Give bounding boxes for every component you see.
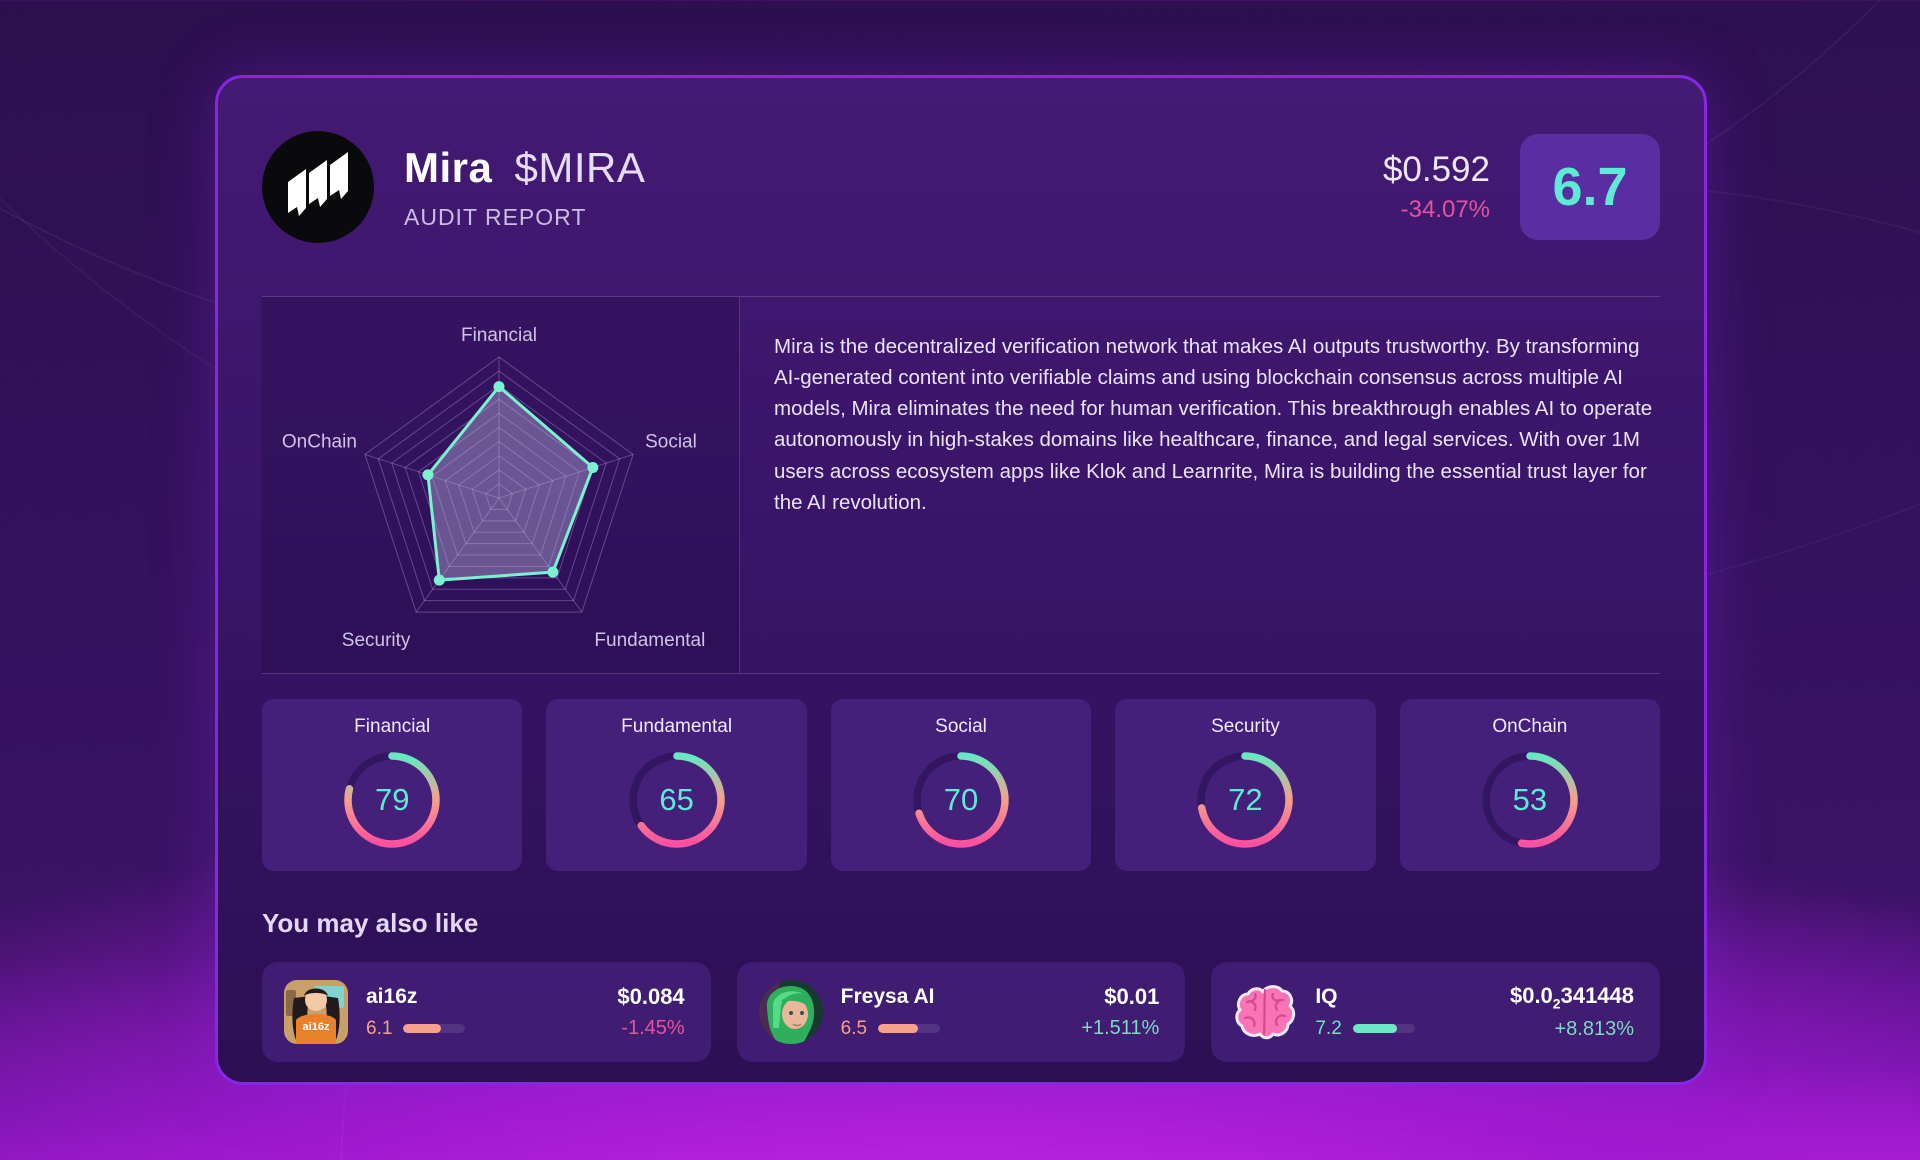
also-like-heading: You may also like	[262, 908, 479, 938]
rec-price: $0.01	[1104, 984, 1160, 1009]
score-value: 79	[374, 782, 410, 817]
svg-text:Financial: Financial	[461, 325, 537, 346]
rec-price: $0.084	[617, 984, 685, 1009]
title-block: Mira $MIRA AUDIT REPORT	[404, 144, 645, 231]
rec-name: ai16z	[366, 984, 418, 1008]
project-description: Mira is the decentralized verification n…	[774, 335, 1653, 514]
score-card-social: Social 70	[830, 699, 1092, 871]
rec-score: 6.5	[840, 1017, 868, 1039]
divider	[739, 297, 740, 673]
score-value: 65	[659, 782, 694, 817]
score-value: 72	[1228, 782, 1263, 817]
ai16z-avatar: ai16z	[284, 980, 348, 1044]
rec-change: +1.511%	[1081, 1017, 1160, 1039]
score-gauge: 65	[624, 747, 730, 853]
token-price-change: -34.07%	[1400, 196, 1490, 223]
svg-text:OnChain: OnChain	[282, 431, 357, 452]
rec-change: +8.813%	[1554, 1018, 1635, 1041]
score-card-financial: Financial 79	[262, 699, 523, 871]
token-name: Mira	[404, 143, 493, 191]
score-gauge: 72	[1192, 747, 1298, 853]
svg-text:Social: Social	[645, 431, 697, 452]
category-scores-row: Financial 79 Fundamental 65 Social 70 Se…	[262, 699, 1661, 871]
rec-score-row: 6.1	[366, 1017, 466, 1040]
rec-info: ai16z 6.1	[366, 984, 466, 1040]
score-card-title: Social	[935, 716, 987, 737]
rec-score-row: 7.2	[1315, 1017, 1415, 1040]
rec-price: $0.02341448	[1509, 982, 1635, 1012]
rec-change: -1.45%	[621, 1017, 685, 1039]
mira-logo-icon	[262, 131, 374, 243]
rec-score-bar	[878, 1024, 941, 1033]
rec-score-row: 6.5	[840, 1017, 941, 1040]
rec-score: 6.1	[366, 1017, 393, 1039]
token-title: Mira $MIRA	[404, 144, 645, 192]
recommendations-row: ai16z ai16z 6.1 $0.084 -1.45%	[262, 962, 1661, 1062]
rec-card-iq[interactable]: IQ 7.2 $0.02341448 +8.813%	[1211, 962, 1661, 1062]
freysa-avatar	[758, 980, 823, 1044]
score-value: 53	[1512, 782, 1548, 817]
score-gauge: 70	[908, 747, 1014, 853]
score-value: 70	[943, 782, 979, 817]
score-gauge: 53	[1477, 747, 1583, 853]
svg-text:Fundamental: Fundamental	[594, 630, 705, 651]
score-card-fundamental: Fundamental 65	[546, 699, 807, 871]
rec-info: IQ 7.2	[1315, 984, 1415, 1040]
score-gauge: 79	[339, 747, 445, 853]
header-right: $0.592 -34.07% 6.7	[1383, 134, 1660, 240]
radar-chart-svg: Financial Social Fundamental Security OnChai…	[282, 325, 705, 651]
score-card-title: Security	[1211, 716, 1280, 737]
token-symbol: $MIRA	[514, 143, 646, 191]
rec-card-ai16z[interactable]: ai16z ai16z 6.1 $0.084 -1.45%	[262, 962, 711, 1062]
mira-ribbons-icon	[288, 152, 348, 216]
rec-price-block: $0.02341448 +8.813%	[1510, 983, 1634, 1041]
description-box: Mira is the decentralized verification n…	[740, 297, 1660, 673]
rec-info: Freysa AI 6.5	[840, 984, 941, 1040]
rec-score: 7.2	[1315, 1017, 1342, 1039]
svg-text:ai16z: ai16z	[303, 1021, 330, 1033]
score-card-title: Financial	[354, 716, 431, 737]
rec-price-block: $0.01 +1.511%	[1081, 984, 1159, 1040]
svg-text:Security: Security	[342, 630, 411, 651]
price-block: $0.592 -34.07%	[1383, 150, 1490, 224]
audit-report-card: Mira $MIRA AUDIT REPORT $0.592 -34.07% 6…	[215, 75, 1707, 1085]
rec-card-freysa-ai[interactable]: Freysa AI 6.5 $0.01 +1.511%	[736, 962, 1186, 1062]
report-header: Mira $MIRA AUDIT REPORT $0.592 -34.07% 6…	[262, 78, 1660, 296]
score-card-onchain: OnChain 53	[1399, 699, 1661, 871]
brain-icon	[1233, 980, 1297, 1044]
rec-score-bar	[403, 1024, 466, 1033]
report-subtitle: AUDIT REPORT	[404, 203, 587, 230]
rec-price-block: $0.084 -1.45%	[617, 984, 684, 1040]
overall-score-badge: 6.7	[1520, 134, 1660, 240]
score-card-title: OnChain	[1492, 716, 1568, 737]
score-card-security: Security 72	[1115, 699, 1376, 871]
rec-name: IQ	[1315, 984, 1338, 1008]
rec-score-bar	[1352, 1024, 1415, 1033]
token-price: $0.592	[1382, 150, 1490, 189]
rec-name: Freysa AI	[840, 984, 935, 1008]
content-row: Financial Social Fundamental Security OnChai…	[262, 297, 1660, 673]
divider	[262, 673, 1660, 674]
radar-chart: Financial Social Fundamental Security OnChai…	[262, 297, 739, 673]
divider	[262, 296, 1660, 297]
score-card-title: Fundamental	[621, 716, 733, 737]
